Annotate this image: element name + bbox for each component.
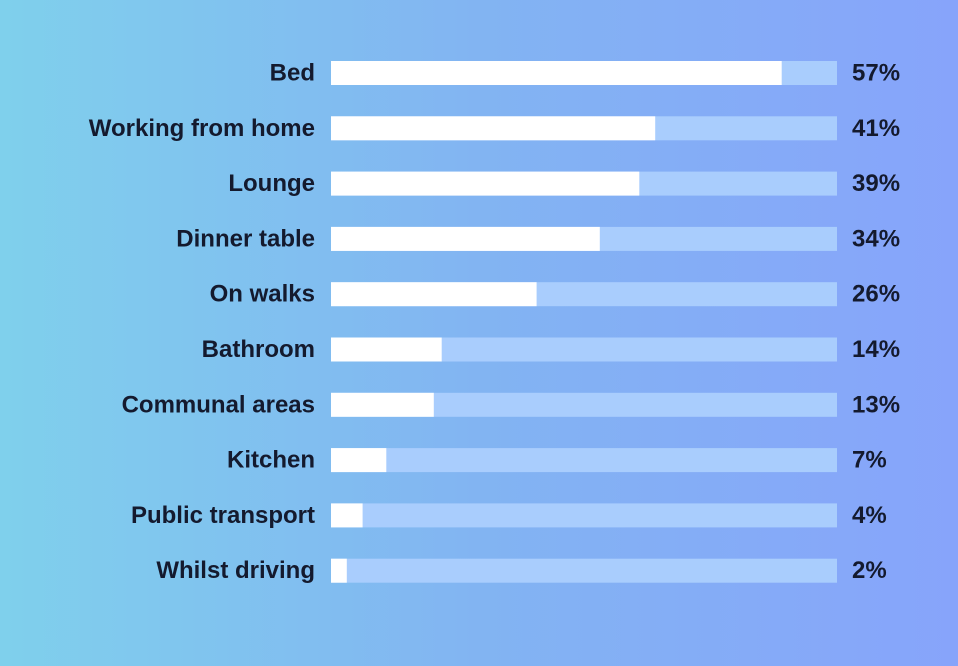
- bar-row-whilst-driving: Whilst driving 2%: [156, 557, 886, 584]
- bar-row-kitchen: Kitchen 7%: [227, 447, 887, 474]
- category-label-lounge: Lounge: [228, 170, 315, 197]
- category-label-bed: Bed: [270, 60, 315, 87]
- bar-public-transport: [331, 503, 363, 528]
- bar-dinner-table: [331, 226, 600, 251]
- category-label-whilst-driving: Whilst driving: [156, 557, 315, 584]
- bar-row-dinner-table: Dinner table 34%: [176, 225, 900, 252]
- bar-row-bed: Bed 57%: [270, 60, 900, 87]
- category-label-kitchen: Kitchen: [227, 447, 315, 474]
- bar-bed: [331, 61, 782, 85]
- category-label-on-walks: On walks: [210, 281, 315, 308]
- bar-kitchen: [331, 448, 387, 473]
- bar-track-whilst-driving: [331, 558, 837, 583]
- bar-working-from-home: [331, 116, 656, 141]
- value-label-public-transport: 4%: [852, 502, 887, 529]
- bar-row-public-transport: Public transport 4%: [131, 502, 887, 529]
- value-label-bed: 57%: [852, 60, 900, 87]
- bar-whilst-driving: [331, 558, 347, 583]
- value-label-dinner-table: 34%: [852, 225, 900, 252]
- value-label-working-from-home: 41%: [852, 115, 900, 142]
- value-label-communal-areas: 13%: [852, 391, 900, 418]
- bar-row-on-walks: On walks 26%: [210, 281, 900, 308]
- value-label-kitchen: 7%: [852, 447, 887, 474]
- category-label-communal-areas: Communal areas: [122, 391, 315, 418]
- value-label-bathroom: 14%: [852, 336, 900, 363]
- category-label-bathroom: Bathroom: [202, 336, 315, 363]
- bar-row-bathroom: Bathroom 14%: [202, 336, 900, 363]
- bar-track-kitchen: [331, 448, 837, 473]
- value-label-whilst-driving: 2%: [852, 557, 887, 584]
- category-label-working-from-home: Working from home: [89, 115, 315, 142]
- value-label-on-walks: 26%: [852, 281, 900, 308]
- bar-row-communal-areas: Communal areas 13%: [122, 391, 900, 418]
- bar-on-walks: [331, 282, 537, 307]
- bar-row-lounge: Lounge 39%: [228, 170, 900, 197]
- category-label-public-transport: Public transport: [131, 502, 315, 529]
- chart-rows: Bed 57% Working from home 41% Lounge 39% Dinne…: [89, 60, 900, 585]
- category-label-dinner-table: Dinner table: [176, 225, 315, 252]
- bar-lounge: [331, 171, 640, 196]
- bar-track-public-transport: [331, 503, 837, 528]
- bar-row-working-from-home: Working from home 41%: [89, 115, 900, 142]
- bar-bathroom: [331, 337, 442, 362]
- bar-communal-areas: [331, 392, 434, 417]
- value-label-lounge: 39%: [852, 170, 900, 197]
